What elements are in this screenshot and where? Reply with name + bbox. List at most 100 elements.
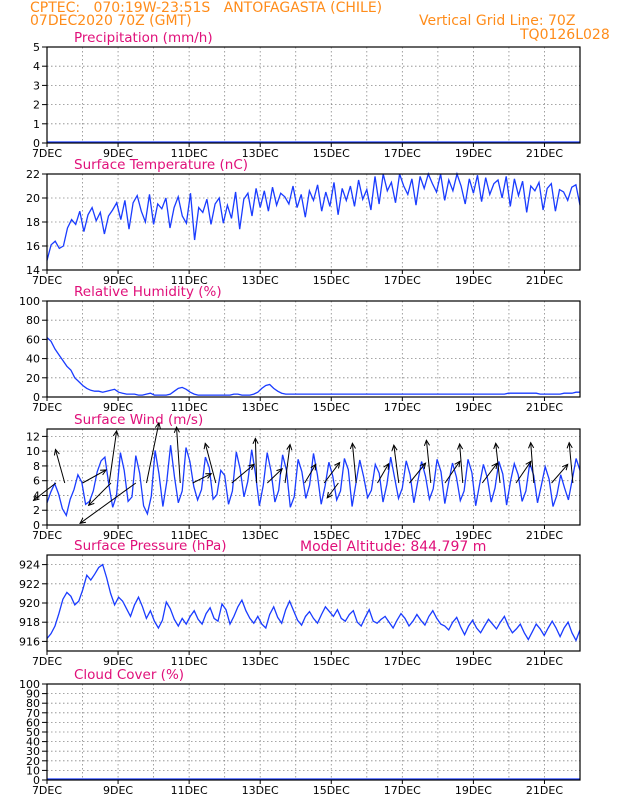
wind-arrow-shaft xyxy=(377,463,390,484)
x-tick-label: 19DEC xyxy=(455,401,492,414)
x-tick-label: 7DEC xyxy=(32,655,62,668)
wind-arrow-shaft xyxy=(266,468,283,484)
x-tick-label: 15DEC xyxy=(313,401,350,414)
y-tick-label: 922 xyxy=(19,578,40,591)
wind-arrow-shaft xyxy=(495,443,501,484)
x-tick-label: 15DEC xyxy=(313,655,350,668)
wind-arrow-shaft xyxy=(530,442,535,484)
plot-frame xyxy=(46,173,581,271)
wind-arrow-head xyxy=(326,491,333,499)
wind-arrow-head xyxy=(248,463,255,471)
y-tick-label: 3 xyxy=(33,79,40,92)
x-tick-label: 7DEC xyxy=(32,529,62,542)
wind-arrow-head xyxy=(203,442,210,450)
wind-arrow-shaft xyxy=(79,482,137,524)
y-tick-label: 20 xyxy=(26,192,40,205)
y-tick-label: 70 xyxy=(26,707,40,720)
y-tick-label: 920 xyxy=(19,597,40,610)
wind-arrow-head xyxy=(53,448,60,456)
x-tick-label: 9DEC xyxy=(103,147,133,160)
wind-arrow-shaft xyxy=(393,445,400,484)
plot-frame xyxy=(46,428,581,526)
wind-arrow-head xyxy=(334,461,341,469)
y-tick-label: 18 xyxy=(26,216,40,229)
wind-arrow-head xyxy=(205,473,213,479)
panel-title: Surface Wind (m/s) xyxy=(74,412,203,428)
x-tick-label: 13DEC xyxy=(242,401,279,414)
wind-arrow-head xyxy=(391,444,398,452)
panel-title: Cloud Cover (%) xyxy=(74,667,184,683)
y-tick-label: 80 xyxy=(26,314,40,327)
x-tick-label: 19DEC xyxy=(455,655,492,668)
wind-arrow-shaft xyxy=(204,443,217,484)
wind-arrow-shaft xyxy=(326,482,339,499)
series-line xyxy=(46,337,580,396)
y-tick-label: 916 xyxy=(19,635,40,648)
x-tick-label: 9DEC xyxy=(103,655,133,668)
wind-arrow-head xyxy=(566,441,573,449)
wind-arrow-shaft xyxy=(444,461,461,484)
y-tick-label: 20 xyxy=(26,755,40,768)
wind-arrow-shaft xyxy=(551,464,569,484)
series-line xyxy=(46,171,581,261)
wind-arrow-head xyxy=(419,462,427,470)
panel-5: 916 918 920 922 924 7DEC 9DEC 11DEC 13DEC 15DEC 17… xyxy=(19,538,581,668)
wind-arrow-head xyxy=(100,469,108,476)
wind-arrow-shaft xyxy=(108,430,118,484)
y-tick-label: 50 xyxy=(26,726,40,739)
y-tick-label: 30 xyxy=(26,745,40,758)
wind-arrow-head xyxy=(286,443,293,451)
x-tick-label: 7DEC xyxy=(32,147,62,160)
panel-2: 14 16 18 20 22 7DEC 9DEC 11DEC 13DEC 15DEC 17DEC 19… xyxy=(26,157,581,287)
wind-arrow-head xyxy=(112,429,119,437)
y-tick-label: 918 xyxy=(19,616,40,629)
series-line xyxy=(46,563,581,642)
plot-frame xyxy=(46,683,581,781)
wind-arrow-head xyxy=(79,517,87,524)
wind-arrow-shaft xyxy=(515,461,532,484)
wind-arrow-shaft xyxy=(146,422,160,484)
y-tick-label: 0 xyxy=(33,391,40,404)
y-tick-label: 22 xyxy=(26,168,40,181)
plot-frame xyxy=(46,300,581,398)
y-tick-label: 40 xyxy=(26,353,40,366)
wind-arrow-head xyxy=(349,442,356,450)
y-tick-label: 16 xyxy=(26,240,40,253)
wind-arrow-head xyxy=(454,460,461,468)
x-tick-label: 17DEC xyxy=(384,147,421,160)
panel-title: Precipitation (mm/h) xyxy=(74,30,213,46)
y-tick-label: 4 xyxy=(33,489,40,502)
x-tick-label: 9DEC xyxy=(103,784,133,797)
x-tick-label: 7DEC xyxy=(32,274,62,287)
x-tick-label: 21DEC xyxy=(526,147,563,160)
x-tick-label: 17DEC xyxy=(384,274,421,287)
y-tick-label: 100 xyxy=(19,678,40,691)
x-tick-label: 21DEC xyxy=(526,655,563,668)
wind-arrow-shaft xyxy=(231,464,255,484)
wind-arrow-head xyxy=(276,467,284,475)
wind-arrow-shaft xyxy=(568,442,574,484)
x-tick-label: 19DEC xyxy=(455,147,492,160)
x-tick-label: 9DEC xyxy=(103,529,133,542)
wind-arrow-shaft xyxy=(323,462,341,484)
wind-arrow-head xyxy=(32,494,40,502)
x-tick-label: 17DEC xyxy=(384,655,421,668)
wind-arrow-head xyxy=(154,421,161,429)
x-tick-label: 19DEC xyxy=(455,784,492,797)
x-tick-label: 17DEC xyxy=(384,529,421,542)
wind-arrow-shaft xyxy=(82,469,107,484)
wind-arrow-head xyxy=(423,439,430,447)
header-station: CPTEC: 070:19W-23:51S ANTOFAGASTA (CHILE… xyxy=(30,0,383,16)
y-tick-label: 0 xyxy=(33,137,40,150)
x-tick-label: 19DEC xyxy=(455,274,492,287)
y-tick-label: 1 xyxy=(33,118,40,131)
y-tick-label: 60 xyxy=(26,716,40,729)
x-tick-label: 21DEC xyxy=(526,274,563,287)
x-tick-label: 9DEC xyxy=(103,274,133,287)
wind-arrow-head xyxy=(310,463,317,471)
x-tick-label: 11DEC xyxy=(171,784,208,797)
y-tick-label: 100 xyxy=(19,295,40,308)
y-tick-label: 40 xyxy=(26,736,40,749)
x-tick-label: 13DEC xyxy=(242,655,279,668)
